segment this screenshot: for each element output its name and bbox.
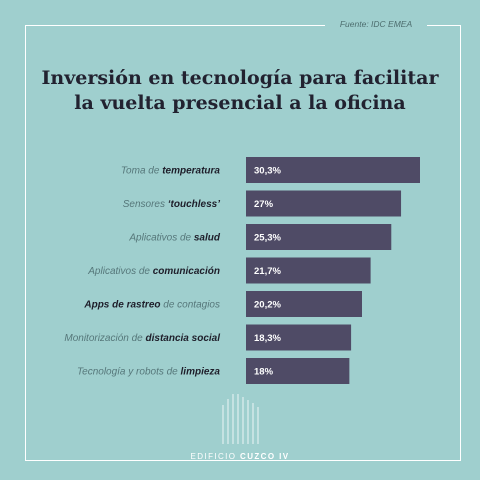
bar-0 [246, 157, 420, 183]
bar-2 [246, 224, 392, 250]
source-note: Fuente: IDC EMEA [339, 19, 413, 29]
bar-5 [246, 324, 352, 351]
value-label-0: 30,3% [254, 166, 281, 177]
value-label-2: 25,3% [254, 233, 281, 244]
brand-logo: EDIFICIO CUZCO IV [150, 452, 330, 462]
value-label-6: 18% [254, 367, 274, 378]
frame-border [25, 25, 461, 461]
category-label-4: Apps de rastreo de contagios [83, 300, 220, 311]
category-label-1: Sensores ‘touchless’ [123, 199, 220, 210]
bar-4 [246, 291, 362, 317]
brand-name: CUZCO IV [240, 452, 290, 461]
chart-title-line-1: Inversión en tecnología para facilitar [41, 67, 439, 89]
category-label-6: Tecnología y robots de limpieza [77, 367, 220, 378]
value-label-4: 20,2% [254, 300, 281, 311]
chart-title-line-2: la vuelta presencial a la oficina [74, 92, 406, 114]
value-label-3: 21,7% [254, 266, 281, 277]
category-label-3: Aplicativos de comunicación [87, 266, 220, 277]
bar-1 [246, 190, 402, 217]
value-label-1: 27% [254, 199, 274, 210]
chart-title: Inversión en tecnología para facilitar l… [30, 66, 450, 116]
bar-6 [246, 358, 350, 384]
category-label-0: Toma de temperatura [121, 166, 221, 177]
category-label-2: Aplicativos de salud [128, 233, 220, 244]
frame-gap [325, 22, 427, 30]
value-label-5: 18,3% [254, 333, 281, 344]
bar-3 [246, 257, 371, 284]
category-label-5: Monitorización de distancia social [64, 333, 220, 344]
brand-prefix: EDIFICIO [190, 452, 237, 461]
